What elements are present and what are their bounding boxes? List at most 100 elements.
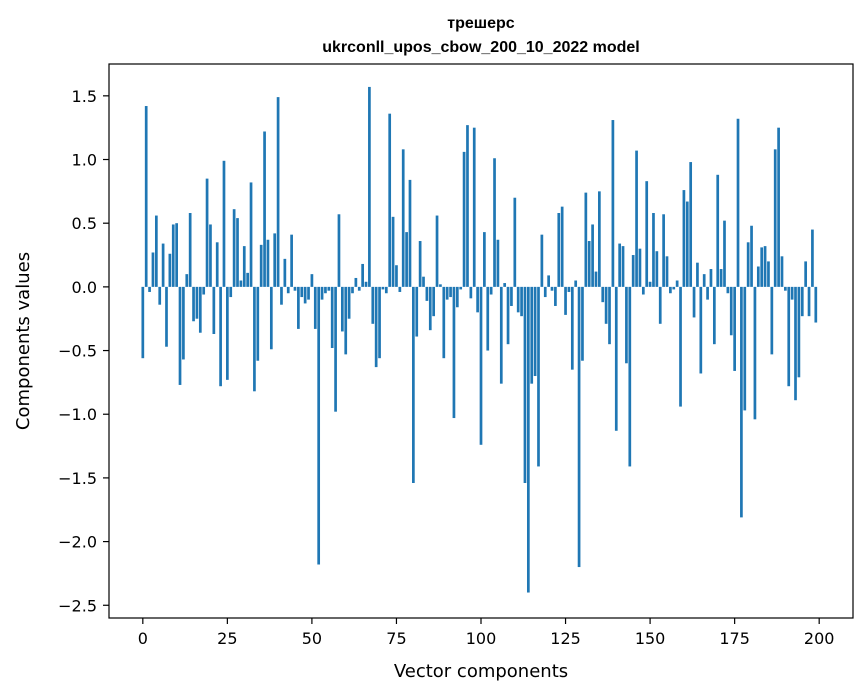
y-tick-label: −2.5 <box>58 596 97 615</box>
bar <box>591 224 594 287</box>
bar <box>327 286 331 291</box>
bar <box>324 286 327 294</box>
bar <box>401 149 405 287</box>
bar <box>192 286 195 322</box>
bar <box>347 286 351 319</box>
bar <box>378 286 381 359</box>
x-tick-label: 0 <box>138 629 148 648</box>
y-tick-label: −1.5 <box>58 469 97 488</box>
bar <box>631 255 635 287</box>
bar <box>391 216 395 287</box>
bar <box>293 286 297 291</box>
bar <box>743 286 747 411</box>
bar <box>215 242 219 287</box>
y-tick-label: −0.5 <box>58 342 97 361</box>
y-tick-label: −1.0 <box>58 405 97 424</box>
bar <box>584 192 588 287</box>
chart-title: трешерс <box>447 15 515 32</box>
bar <box>800 286 804 317</box>
bar <box>811 229 814 287</box>
bar <box>313 286 317 329</box>
bar <box>543 286 547 298</box>
bar <box>790 286 794 300</box>
bar <box>148 286 151 292</box>
bar <box>422 276 425 287</box>
bar <box>459 286 463 290</box>
bar <box>483 232 486 287</box>
bar <box>290 234 293 287</box>
bar <box>767 261 770 287</box>
bar <box>489 286 493 295</box>
x-tick-label: 50 <box>302 629 322 648</box>
bar <box>807 286 811 317</box>
bar <box>621 246 625 287</box>
bar <box>158 286 162 305</box>
bar <box>581 286 584 361</box>
bar <box>787 286 791 387</box>
bar <box>604 286 608 324</box>
bar <box>395 265 398 287</box>
bar <box>797 286 801 378</box>
bar <box>412 286 415 484</box>
bar <box>611 120 615 287</box>
x-tick-label: 175 <box>719 629 750 648</box>
bar <box>141 286 145 359</box>
bar <box>574 280 578 287</box>
bar <box>320 286 324 300</box>
x-axis-label: Vector components <box>394 661 568 682</box>
bar <box>232 209 236 287</box>
bar <box>246 272 250 287</box>
bar <box>408 179 412 287</box>
bar <box>804 261 808 287</box>
bar <box>198 286 202 333</box>
bar <box>655 251 659 287</box>
bar <box>753 286 757 420</box>
bar <box>486 286 490 351</box>
y-tick-label: −2.0 <box>58 533 97 552</box>
bar <box>479 286 483 445</box>
bar <box>533 286 537 377</box>
bar <box>249 182 253 287</box>
bar <box>658 286 662 324</box>
bar <box>472 127 476 287</box>
x-tick-label: 125 <box>550 629 581 648</box>
bar <box>188 213 192 287</box>
bar <box>439 284 442 287</box>
bar <box>645 181 649 287</box>
bar <box>445 286 449 300</box>
bar <box>452 286 456 419</box>
x-axis: 0 25 50 75 100 125 150 175 200 <box>138 618 834 648</box>
bar <box>303 286 307 304</box>
bar <box>455 286 459 308</box>
bar <box>594 271 598 287</box>
bar <box>368 86 371 287</box>
bar <box>635 150 638 287</box>
bar <box>195 286 199 319</box>
bar <box>756 266 760 287</box>
bar <box>652 213 655 287</box>
bar <box>689 162 693 287</box>
bar <box>266 239 270 287</box>
bar <box>364 281 368 287</box>
bar <box>506 286 510 345</box>
bar <box>733 286 736 371</box>
bar <box>601 286 605 303</box>
bar <box>209 224 212 287</box>
bar <box>641 286 645 295</box>
bar <box>259 244 263 287</box>
bar <box>750 225 753 287</box>
bar <box>256 286 260 361</box>
bar <box>530 286 534 384</box>
bar <box>242 246 246 287</box>
bar <box>354 277 358 287</box>
bar <box>175 223 178 287</box>
bar <box>520 286 523 317</box>
bar <box>503 283 507 287</box>
bar <box>229 286 233 298</box>
y-tick-label: 0.5 <box>72 214 97 233</box>
bar <box>699 286 703 374</box>
bar <box>554 286 557 306</box>
bar <box>253 286 256 392</box>
bar <box>746 242 750 287</box>
